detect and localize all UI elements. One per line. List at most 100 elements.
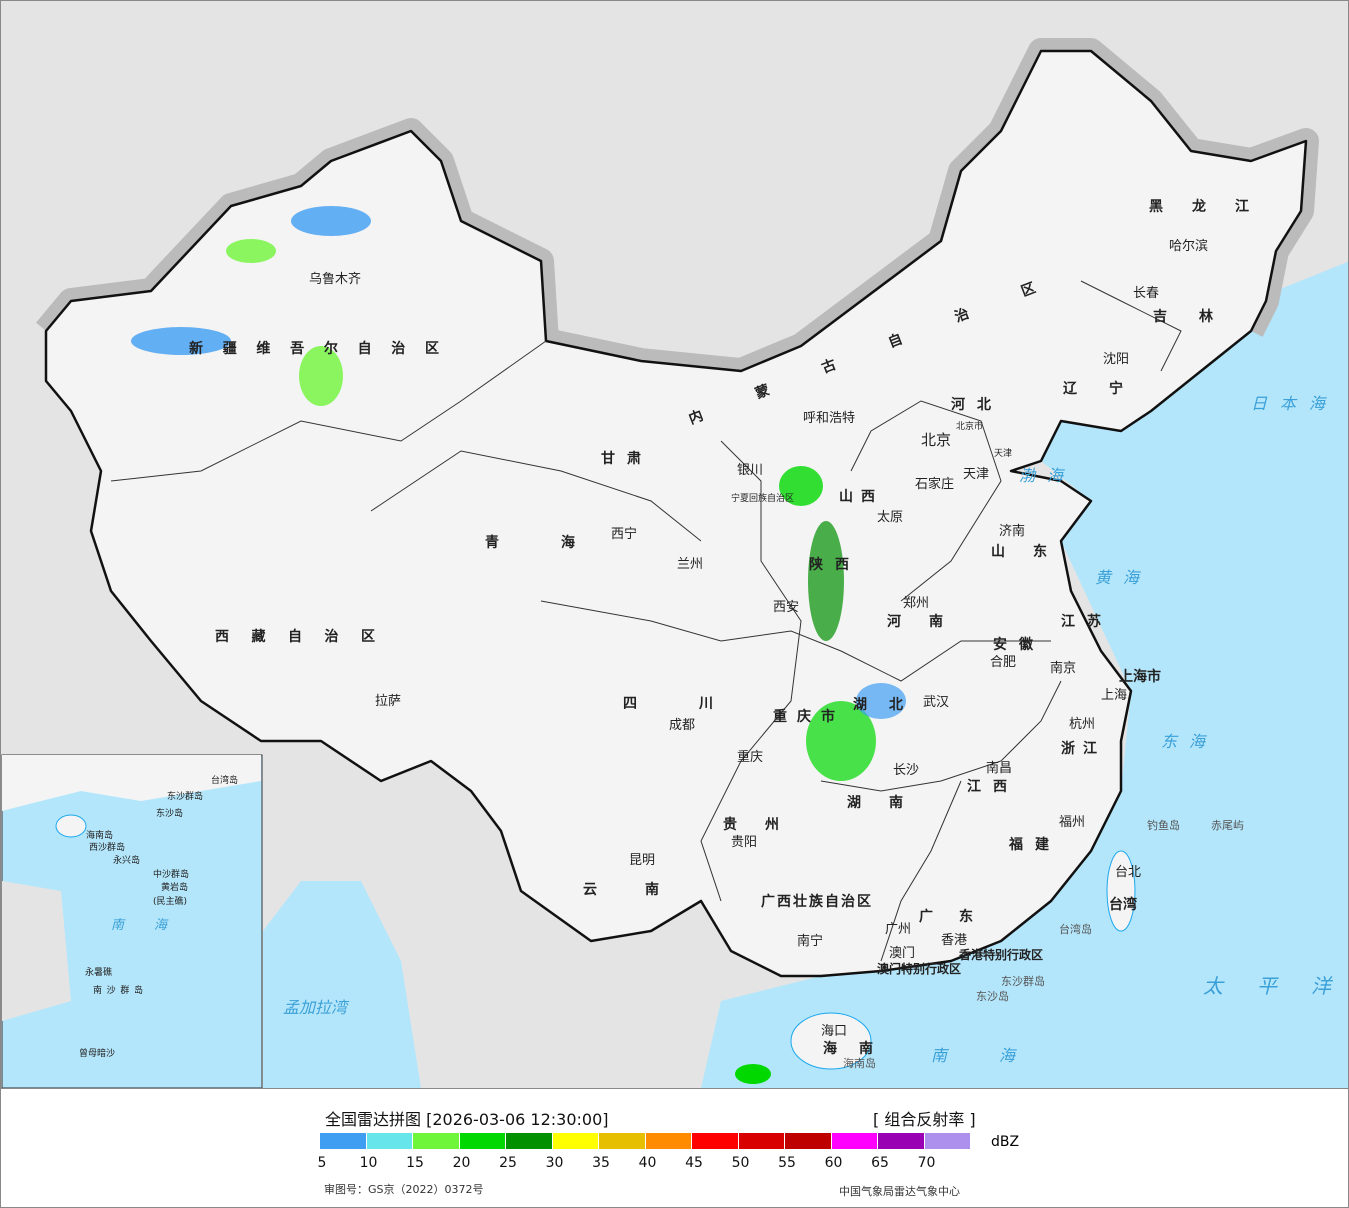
label-guangxi: 广西壮族自治区: [761, 893, 871, 910]
city-shenyang: 沈阳: [1103, 352, 1129, 367]
city-chongqing: 重庆: [737, 749, 763, 765]
city-changsha: 长沙: [893, 763, 919, 778]
china-radar-map: 新疆维吾尔自治区 西藏自治区 青海 甘肃 内蒙古自治区 黑龙江 吉林 辽宁 河北…: [1, 1, 1348, 1088]
color-swatch: [413, 1133, 459, 1149]
label-taiwan: 台湾: [1109, 896, 1137, 913]
city-zhengzhou: 郑州: [903, 596, 929, 611]
province-borders: [110, 280, 1182, 962]
city-changchun: 长春: [1133, 286, 1159, 301]
tick-label: 45: [685, 1155, 703, 1171]
city-nanning: 南宁: [797, 933, 823, 949]
product-name: [ 组合反射率 ]: [873, 1110, 976, 1129]
color-swatch: [366, 1133, 412, 1149]
island-dongsha: 东沙岛: [976, 989, 1009, 1003]
south-china-sea-inset: 西沙群岛 永兴岛 中沙群岛 黄岩岛 (民主礁) 南海 永暑礁 南沙群岛 曾母暗沙…: [1, 754, 263, 1088]
city-shanghai: 上海: [1101, 688, 1127, 703]
inset-hainan: 海南岛: [86, 829, 113, 841]
tick-label: 55: [778, 1155, 796, 1171]
color-swatch: [645, 1133, 691, 1149]
island-taiwan: 台湾岛: [1059, 922, 1092, 936]
label-shanghai-shi: 上海市: [1119, 668, 1161, 685]
city-hefei: 合肥: [990, 655, 1016, 670]
legend-panel: 全国雷达拼图 [2026-03-06 12:30:00] [ 组合反射率 ] 5…: [1, 1088, 1348, 1207]
bay-of-bengal: [263, 881, 421, 1088]
color-scale: [320, 1133, 971, 1149]
inset-dongsha-group: 东沙群岛: [167, 790, 203, 802]
color-swatch: [599, 1133, 645, 1149]
city-tianjin: 天津: [963, 467, 989, 482]
label-hongkong: 香港特别行政区: [958, 947, 1043, 962]
city-xining: 西宁: [611, 526, 637, 542]
tick-label: 60: [824, 1155, 843, 1171]
tick-label: 50: [731, 1155, 750, 1171]
city-wuhan: 武汉: [923, 695, 949, 710]
city-taipei: 台北: [1115, 865, 1141, 880]
sea-japan: 日本海: [1251, 394, 1327, 413]
city-hangzhou: 杭州: [1069, 717, 1095, 732]
color-swatch: [924, 1133, 970, 1149]
color-swatch: [785, 1133, 831, 1149]
label-ningxia: 宁夏回族自治区: [731, 492, 794, 504]
unit-label: dBZ: [991, 1134, 1020, 1150]
color-swatch: [738, 1133, 784, 1149]
tick-label: 10: [359, 1155, 378, 1171]
organization: 中国气象局雷达气象中心: [839, 1185, 960, 1198]
tick-label: 20: [452, 1155, 471, 1171]
tick-label: 25: [499, 1155, 517, 1171]
tick-label: 70: [917, 1155, 936, 1171]
china-landmass: [44, 49, 1308, 978]
city-labels: 乌鲁木齐 拉萨 西宁 兰州 银川 呼和浩特 北京 天津 石家庄 太原 济南 郑州…: [309, 238, 1208, 1039]
hainan-island: [790, 1012, 872, 1070]
inset-xisha: 西沙群岛: [89, 841, 125, 853]
label-xizang: 西藏自治区: [215, 628, 375, 645]
city-guiyang: 贵阳: [731, 835, 757, 850]
label-beijing-shi: 北京市: [956, 420, 983, 432]
city-harbin: 哈尔滨: [1169, 238, 1208, 254]
city-hohhot: 呼和浩特: [803, 411, 855, 426]
inset-minzhu: (民主礁): [153, 895, 187, 907]
label-macau: 澳门特别行政区: [877, 961, 961, 976]
city-beijing: 北京: [921, 431, 951, 449]
island-dongsha-group: 东沙群岛: [1001, 974, 1045, 988]
city-guangzhou: 广州: [885, 922, 911, 937]
tick-label: 35: [592, 1155, 610, 1171]
inset-taiwan: 台湾岛: [211, 774, 238, 786]
city-kunming: 昆明: [629, 853, 655, 868]
city-lhasa: 拉萨: [375, 694, 401, 709]
city-fuzhou: 福州: [1059, 815, 1085, 830]
city-jinan: 济南: [999, 523, 1025, 539]
mosaic-title: 全国雷达拼图 [2026-03-06 12:30:00]: [325, 1110, 609, 1129]
radar-echoes: [28, 206, 906, 1084]
city-hongkong: 香港: [941, 933, 967, 948]
inset-zengmu: 曾母暗沙: [79, 1047, 115, 1059]
inset-yongshu: 永暑礁: [85, 966, 112, 978]
inset-zhongsha: 中沙群岛: [153, 868, 189, 880]
color-swatch: [506, 1133, 552, 1149]
tick-label: 30: [545, 1155, 564, 1171]
city-lanzhou: 兰州: [677, 557, 703, 572]
island-chiwei: 赤尾屿: [1211, 819, 1244, 832]
tick-label: 40: [638, 1155, 657, 1171]
color-swatch: [459, 1133, 505, 1149]
island-diaoyu: 钓鱼岛: [1147, 818, 1180, 832]
city-shijiazhuang: 石家庄: [915, 476, 954, 492]
color-swatch: [692, 1133, 738, 1149]
color-swatch: [831, 1133, 877, 1149]
sea-area: [701, 261, 1348, 1088]
city-macau: 澳门: [889, 945, 915, 961]
sea-pacific: 太平洋: [1203, 974, 1333, 998]
city-nanjing: 南京: [1050, 660, 1076, 676]
label-tianjin-shi: 天津: [994, 448, 1012, 459]
city-taiyuan: 太原: [877, 510, 903, 525]
inset-yongxing: 永兴岛: [113, 854, 140, 866]
tick-label: 65: [871, 1155, 889, 1171]
city-haikou: 海口: [821, 1024, 847, 1039]
color-swatch: [878, 1133, 924, 1149]
inset-dongsha: 东沙岛: [156, 807, 183, 819]
color-swatch: [552, 1133, 598, 1149]
taiwan-island: [1106, 850, 1136, 932]
island-hainan: 海南岛: [843, 1056, 876, 1070]
tick-label: 5: [317, 1155, 327, 1171]
city-urumqi: 乌鲁木齐: [309, 271, 361, 287]
